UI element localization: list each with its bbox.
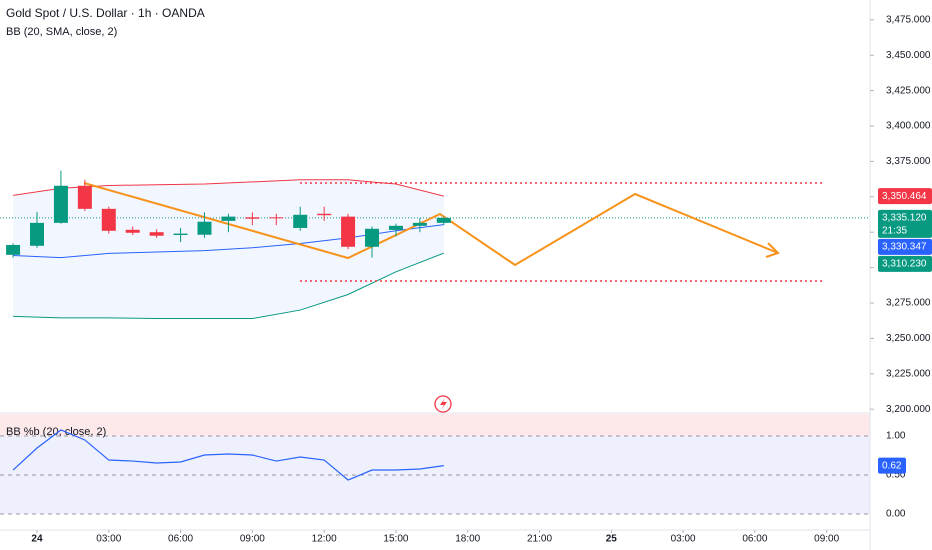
candle-body — [197, 221, 212, 235]
percent-b-label: 0.62 — [882, 460, 902, 471]
x-tick-label: 18:00 — [455, 534, 480, 545]
candle-body — [125, 229, 140, 233]
price-label-box — [878, 238, 932, 255]
candle-body — [365, 228, 380, 247]
y-tick-label: 3,275.000 — [886, 298, 931, 309]
price-label: 3,310.230 — [882, 259, 927, 270]
candle-body — [388, 225, 403, 230]
percent-b-box — [878, 457, 906, 474]
x-tick-label: 03:00 — [671, 534, 696, 545]
x-tick-label: 21:00 — [527, 534, 552, 545]
price-label-box — [878, 188, 932, 205]
y-tick-label: 3,425.000 — [886, 85, 931, 96]
candle-body — [29, 222, 44, 246]
band-line — [13, 252, 444, 320]
y-tick-label: 3,400.000 — [886, 121, 931, 132]
percent-b-line — [12, 429, 444, 481]
x-tick-label: 25 — [606, 534, 618, 545]
y-tick-label: 0.50 — [886, 470, 906, 481]
price-label: 3,330.347 — [882, 242, 927, 253]
y-tick-label: 3,250.000 — [886, 333, 931, 344]
candle-body — [101, 208, 116, 231]
x-tick-label: 24 — [31, 534, 43, 545]
y-tick-label: 0.00 — [886, 509, 906, 520]
overbought-zone — [0, 414, 870, 436]
x-tick-label: 03:00 — [96, 534, 121, 545]
y-tick-label: 3,225.000 — [886, 368, 931, 379]
candle-body — [245, 217, 260, 219]
indicator-title: BB (20, SMA, close, 2) — [6, 26, 117, 38]
candle-body — [173, 233, 188, 236]
candle-body — [269, 217, 284, 219]
candle-body — [317, 213, 332, 216]
candle-body — [293, 214, 308, 228]
price-label: 3,350.464 — [882, 191, 927, 202]
x-tick-label: 15:00 — [383, 534, 408, 545]
y-tick-label: 3,200.000 — [886, 404, 931, 415]
y-tick-label: 3,375.000 — [886, 156, 931, 167]
price-label-box — [878, 209, 932, 238]
candle-body — [436, 217, 451, 223]
subchart-title: BB %b (20, close, 2) — [6, 426, 106, 438]
price-label: 3,335.120 — [882, 213, 927, 224]
x-tick-label: 06:00 — [742, 534, 767, 545]
event-icon[interactable] — [434, 395, 452, 413]
x-tick-label: 06:00 — [168, 534, 193, 545]
y-tick-label: 3,450.000 — [886, 50, 931, 61]
countdown-label: 21:35 — [882, 226, 907, 237]
price-label-box — [878, 255, 932, 272]
chart-title: Gold Spot / U.S. Dollar · 1h · OANDA — [6, 6, 205, 20]
x-tick-label: 12:00 — [312, 534, 337, 545]
y-tick-label: 3,475.000 — [886, 14, 931, 25]
candle-body — [77, 185, 92, 209]
candle-body — [341, 216, 356, 247]
y-tick-label: 1.00 — [886, 431, 906, 442]
forecast-arrow — [765, 242, 780, 258]
x-tick-label: 09:00 — [814, 534, 839, 545]
forecast-path — [83, 182, 779, 267]
candle-body — [149, 232, 164, 236]
candle-body — [412, 222, 427, 226]
candle-body — [53, 185, 68, 223]
candle-body — [6, 244, 21, 255]
candle-body — [221, 216, 236, 221]
x-tick-label: 09:00 — [240, 534, 265, 545]
